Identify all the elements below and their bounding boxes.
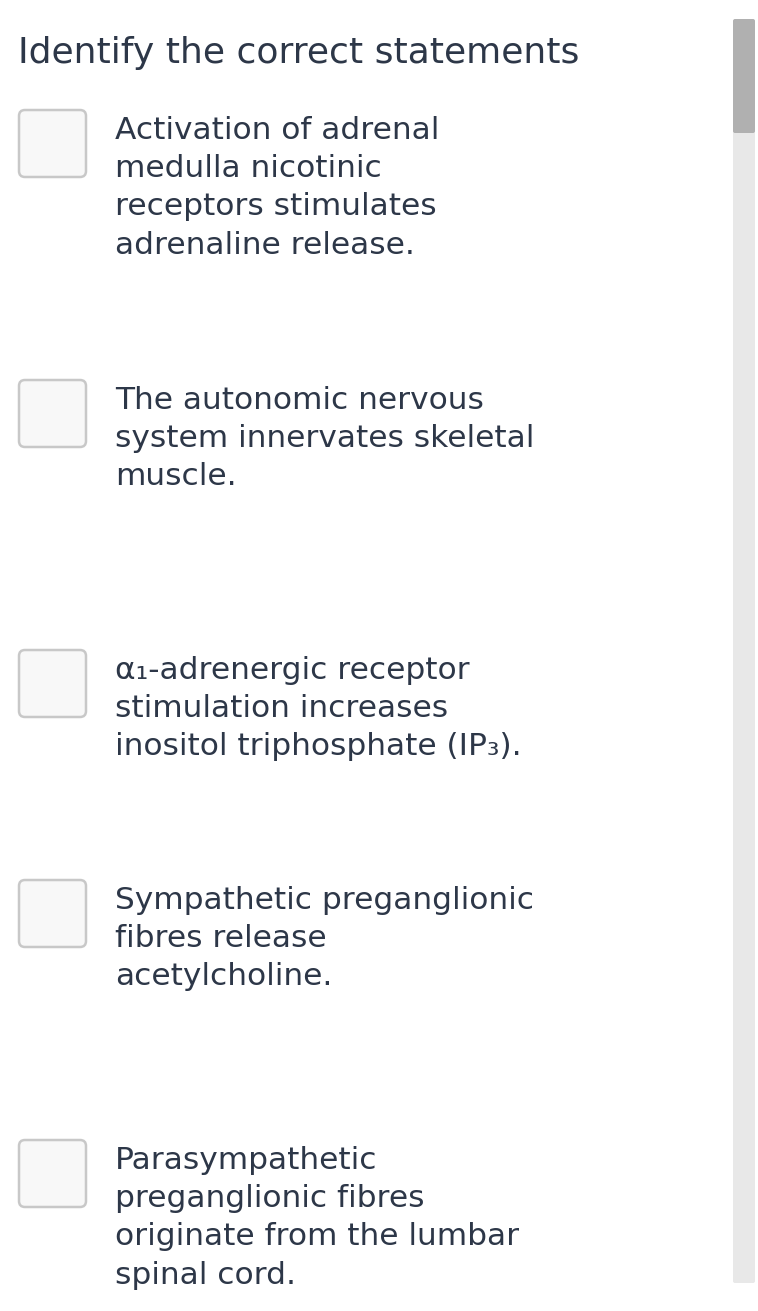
FancyBboxPatch shape xyxy=(19,880,86,947)
Text: The autonomic nervous
system innervates skeletal
muscle.: The autonomic nervous system innervates … xyxy=(115,385,534,492)
FancyBboxPatch shape xyxy=(19,1141,86,1207)
FancyBboxPatch shape xyxy=(19,380,86,447)
FancyBboxPatch shape xyxy=(19,110,86,177)
Text: α₁-adrenergic receptor
stimulation increases
inositol triphosphate (IP₃).: α₁-adrenergic receptor stimulation incre… xyxy=(115,656,522,762)
FancyBboxPatch shape xyxy=(733,29,755,1283)
Text: Identify the correct statements: Identify the correct statements xyxy=(18,35,579,69)
Text: Parasympathetic
preganglionic fibres
originate from the lumbar
spinal cord.: Parasympathetic preganglionic fibres ori… xyxy=(115,1146,519,1290)
FancyBboxPatch shape xyxy=(19,650,86,717)
Text: Sympathetic preganglionic
fibres release
acetylcholine.: Sympathetic preganglionic fibres release… xyxy=(115,886,534,991)
FancyBboxPatch shape xyxy=(733,18,755,132)
Text: Activation of adrenal
medulla nicotinic
receptors stimulates
adrenaline release.: Activation of adrenal medulla nicotinic … xyxy=(115,115,440,260)
